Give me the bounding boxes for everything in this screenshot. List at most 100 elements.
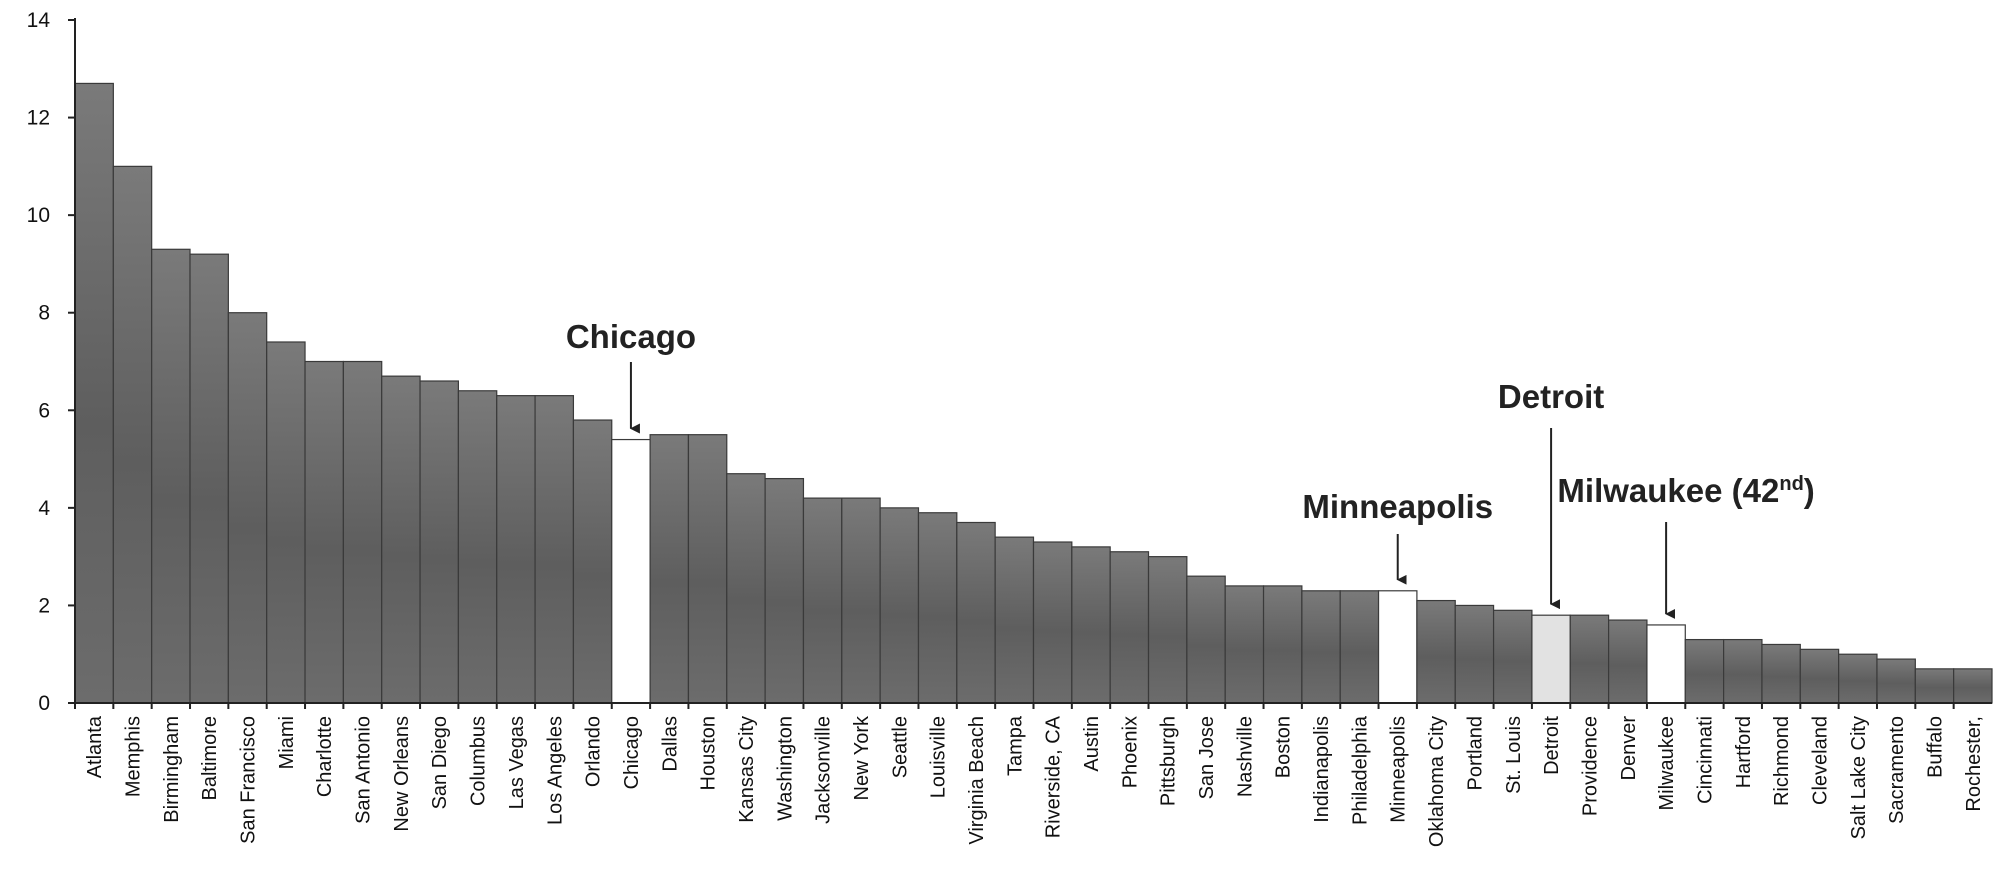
bar-nashville [1224,585,1265,704]
x-label-washington: Washington [774,716,796,821]
bar-portland [1454,604,1495,704]
y-tick-label-6: 6 [38,399,50,422]
annotation-milwaukee: Milwaukee (42nd) [1557,472,1814,509]
bar-tampa [994,536,1035,704]
x-label-louisville: Louisville [928,716,950,798]
bar-riverside-ca [1032,541,1073,704]
annotation-minneapolis: Minneapolis [1302,488,1493,525]
bar-oklahoma-city [1416,599,1456,704]
x-label-riverside-ca: Riverside, CA [1043,715,1065,838]
x-label-austin: Austin [1081,716,1103,772]
bar-atlanta [74,82,114,704]
bar-sacramento [1876,658,1916,704]
annotation-chicago: Chicago [566,318,696,355]
x-label-phoenix: Phoenix [1119,716,1141,788]
x-label-kansas-city: Kansas City [736,716,758,823]
bar-st-louis [1492,609,1533,704]
axes-group [68,18,1992,709]
bar-cincinnati [1684,638,1725,704]
x-label-los-angeles: Los Angeles [544,716,566,825]
x-label-oklahoma-city: Oklahoma City [1426,716,1448,847]
bar-columbus [457,390,498,704]
bar-orlando [572,419,613,704]
bar-seattle [879,507,920,704]
x-label-philadelphia: Philadelphia [1349,715,1371,825]
x-label-chicago: Chicago [621,716,643,789]
x-label-san-francisco: San Francisco [238,716,260,844]
bar-denver [1607,619,1648,704]
bar-buffalo [1914,668,1955,704]
x-label-memphis: Memphis [123,716,145,797]
x-label-seattle: Seattle [889,716,911,778]
bar-memphis [112,165,153,704]
x-label-cincinnati: Cincinnati [1694,716,1716,804]
x-label-san-antonio: San Antonio [353,716,375,824]
x-label-new-orleans: New Orleans [391,716,413,832]
bar-san-diego [419,380,459,704]
x-label-columbus: Columbus [468,716,490,806]
x-label-orlando: Orlando [583,716,605,787]
y-tick-label-8: 8 [38,302,50,325]
bars-group [74,82,1993,704]
bar-indianapolis [1301,590,1341,704]
bar-virginia-beach [956,521,996,704]
x-label-hartford: Hartford [1733,716,1755,788]
x-label-sacramento: Sacramento [1886,716,1908,824]
x-label-nashville: Nashville [1234,716,1256,797]
bar-las-vegas [496,395,536,704]
x-label-baltimore: Baltimore [199,716,221,800]
x-label-charlotte: Charlotte [314,716,336,797]
bar-washington [764,477,805,704]
bar-hartford [1723,638,1763,704]
x-label-atlanta: Atlanta [84,715,106,778]
bar-dallas [649,434,690,704]
bar-chicago [611,438,651,704]
x-label-boston: Boston [1273,716,1295,778]
y-tick-labels: 0 2 4 6 8 10 12 14 [27,9,51,715]
bar-new-orleans [381,375,421,704]
bar-detroit [1531,614,1571,704]
x-label-miami: Miami [276,716,298,769]
bar-san-jose [1186,575,1226,704]
y-tick-label-4: 4 [38,497,50,520]
annotations-group: Chicago Minneapolis Detroit Milwaukee (42nd… [566,318,1815,619]
x-label-providence: Providence [1579,716,1601,816]
x-label-houston: Houston [698,716,720,791]
bar-austin [1071,546,1111,704]
x-label-new-york: New York [851,715,873,800]
x-label-virginia-beach: Virginia Beach [966,716,988,845]
bar-louisville [917,512,958,704]
bar-birmingham [151,248,191,704]
x-label-st-louis: St. Louis [1503,716,1525,794]
x-label-san-diego: San Diego [429,716,451,809]
bar-san-antonio [342,360,383,704]
bar-providence [1569,614,1610,704]
x-label-richmond: Richmond [1771,716,1793,806]
bar-richmond [1761,643,1801,704]
bar-new-york [841,497,881,704]
x-label-jacksonville: Jacksonville [813,716,835,824]
x-category-labels: Atlanta Memphis Birmingham Baltimore San Fra… [84,715,1985,847]
annotation-detroit: Detroit [1498,378,1604,415]
x-label-detroit: Detroit [1541,716,1563,775]
x-label-indianapolis: Indianapolis [1311,716,1333,823]
bar-phoenix [1109,551,1150,704]
y-tick-label-10: 10 [27,204,50,227]
y-tick-label-0: 0 [38,692,50,715]
x-label-salt-lake-city: Salt Lake City [1848,716,1870,839]
bar-pittsburgh [1147,556,1188,704]
x-label-tampa: Tampa [1004,715,1026,776]
x-label-las-vegas: Las Vegas [506,716,528,809]
x-label-san-jose: San Jose [1196,716,1218,799]
x-label-minneapolis: Minneapolis [1388,716,1410,823]
bar-salt-lake-city [1838,653,1878,704]
bar-kansas-city [726,473,766,704]
y-tick-label-12: 12 [27,107,50,130]
x-label-dallas: Dallas [659,716,681,772]
x-label-denver: Denver [1618,716,1640,781]
bar-rochester [1953,668,1993,704]
x-label-milwaukee: Milwaukee [1656,716,1678,810]
x-label-buffalo: Buffalo [1924,716,1946,778]
y-tick-label-14: 14 [27,9,51,32]
